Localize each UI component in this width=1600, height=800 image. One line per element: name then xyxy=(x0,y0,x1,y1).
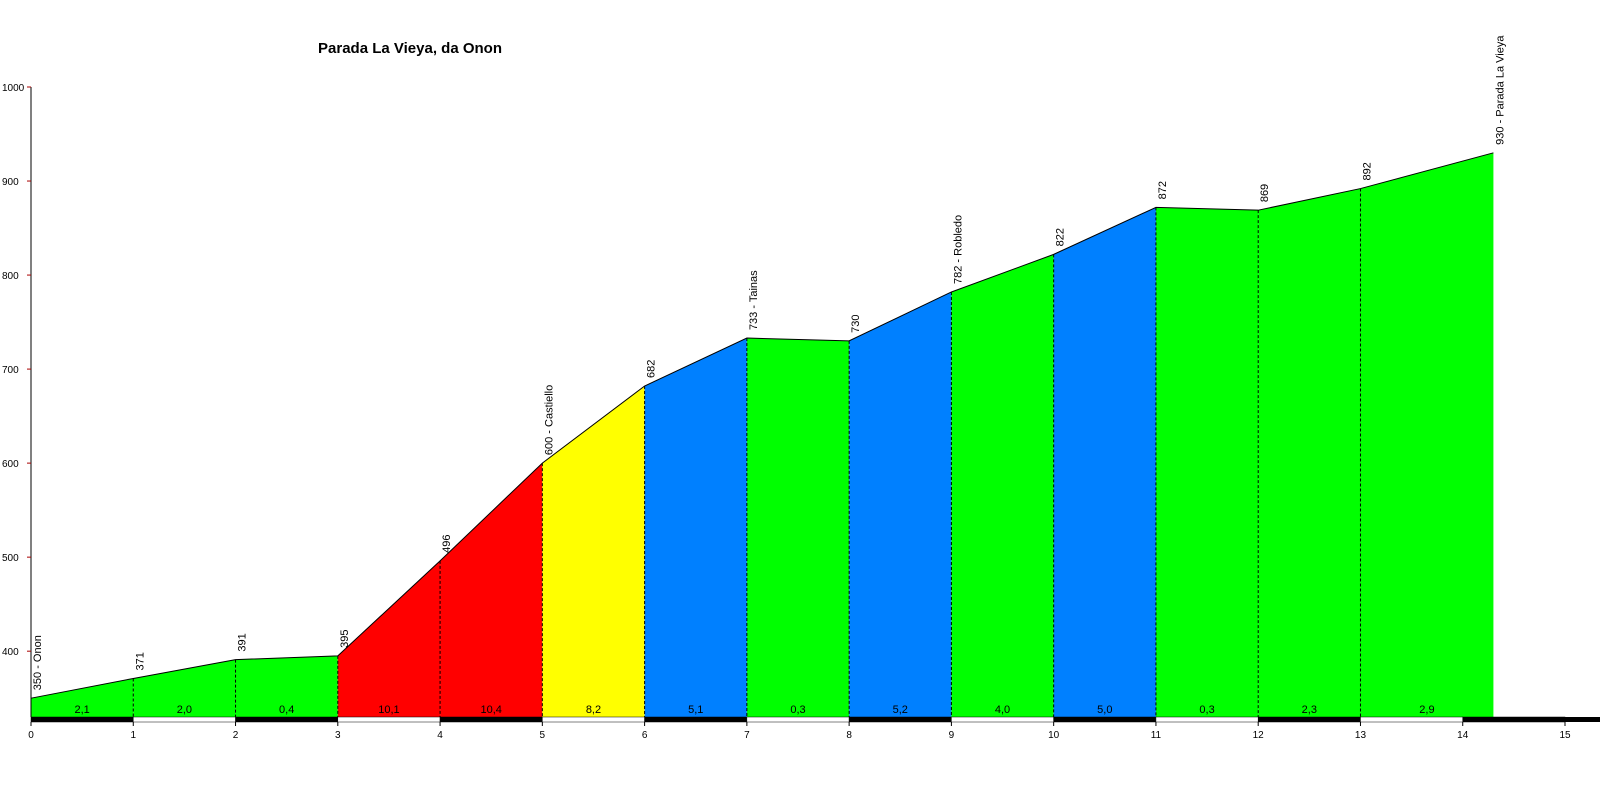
point-label: 733 - Tainas xyxy=(748,270,760,330)
profile-segment xyxy=(31,678,134,717)
gradient-label: 8,2 xyxy=(586,704,601,716)
chart-title: Parada La Vieya, da Onon xyxy=(318,40,502,57)
gradient-label: 10,1 xyxy=(378,704,399,716)
gradient-label: 0,4 xyxy=(279,704,294,716)
point-label: 600 - Castiello xyxy=(543,385,555,455)
gradient-label: 4,0 xyxy=(995,704,1010,716)
x-tick-label: 6 xyxy=(642,730,648,741)
point-label: 869 xyxy=(1259,184,1271,202)
profile-segment xyxy=(235,655,338,717)
profile-segment xyxy=(1360,152,1494,717)
km-strip xyxy=(1360,716,1463,723)
profile-segment xyxy=(746,338,850,717)
km-strip xyxy=(1565,717,1600,722)
x-tick-label: 1 xyxy=(130,730,136,741)
km-strip xyxy=(1155,716,1259,723)
km-strip xyxy=(848,716,952,723)
profile-segment xyxy=(1155,207,1259,717)
profile-segment xyxy=(1053,207,1156,717)
km-strip xyxy=(439,716,543,723)
y-tick-label: 1000 xyxy=(2,83,25,94)
gradient-label: 2,1 xyxy=(74,704,89,716)
y-tick-label: 600 xyxy=(2,459,19,470)
point-label: 930 - Parada La Vieya xyxy=(1494,35,1506,145)
gradient-label: 10,4 xyxy=(480,704,501,716)
km-strip xyxy=(1462,716,1566,723)
km-strip xyxy=(30,716,134,723)
point-label: 496 xyxy=(441,535,453,553)
profile-segment xyxy=(849,291,952,717)
km-strip xyxy=(951,716,1054,723)
point-label: 730 xyxy=(850,315,862,333)
point-label: 391 xyxy=(237,633,249,651)
point-label: 872 xyxy=(1157,181,1169,199)
x-tick-label: 3 xyxy=(335,730,341,741)
km-strip xyxy=(1053,716,1157,723)
gradient-label: 5,2 xyxy=(893,704,908,716)
gradient-label: 5,0 xyxy=(1097,704,1112,716)
point-label: 395 xyxy=(339,630,351,648)
x-tick-label: 10 xyxy=(1048,730,1060,741)
point-label: 371 xyxy=(134,652,146,670)
x-tick-label: 13 xyxy=(1355,730,1367,741)
x-tick-label: 8 xyxy=(846,730,852,741)
x-tick-label: 2 xyxy=(233,730,239,741)
km-strip xyxy=(1257,716,1361,723)
point-label: 822 xyxy=(1055,228,1067,246)
km-strip xyxy=(542,716,645,723)
km-strip xyxy=(644,716,748,723)
y-tick-label: 800 xyxy=(2,271,19,282)
x-tick-label: 12 xyxy=(1253,730,1265,741)
y-tick-label: 500 xyxy=(2,553,19,564)
km-strip xyxy=(235,716,339,723)
gradient-label: 0,3 xyxy=(1199,704,1214,716)
x-tick-label: 11 xyxy=(1151,730,1162,741)
km-strip xyxy=(746,716,850,723)
x-tick-label: 0 xyxy=(28,730,34,741)
x-tick-label: 5 xyxy=(540,730,546,741)
point-label: 782 - Robledo xyxy=(952,215,964,284)
km-strip xyxy=(337,716,441,723)
profile-segment xyxy=(644,338,747,717)
profile-segment xyxy=(1258,188,1361,717)
point-label: 682 xyxy=(646,360,658,378)
y-tick-label: 900 xyxy=(2,177,19,188)
gradient-label: 5,1 xyxy=(688,704,703,716)
profile-segment xyxy=(951,254,1054,717)
profile-segment xyxy=(542,386,645,717)
gradient-label: 2,3 xyxy=(1302,704,1317,716)
gradient-label: 2,9 xyxy=(1419,704,1434,716)
x-tick-label: 15 xyxy=(1559,730,1571,741)
x-tick-label: 7 xyxy=(744,730,750,741)
profile-segment xyxy=(337,560,441,717)
y-tick-label: 700 xyxy=(2,365,19,376)
gradient-label: 0,3 xyxy=(790,704,805,716)
x-tick-label: 14 xyxy=(1457,730,1469,741)
y-tick-label: 400 xyxy=(2,647,19,658)
x-tick-label: 4 xyxy=(437,730,443,741)
point-label: 350 - Onon xyxy=(32,635,44,690)
gradient-label: 2,0 xyxy=(177,704,192,716)
x-tick-label: 9 xyxy=(949,730,955,741)
profile-segment xyxy=(440,463,543,717)
point-label: 892 xyxy=(1361,162,1373,180)
km-strip xyxy=(133,716,236,723)
